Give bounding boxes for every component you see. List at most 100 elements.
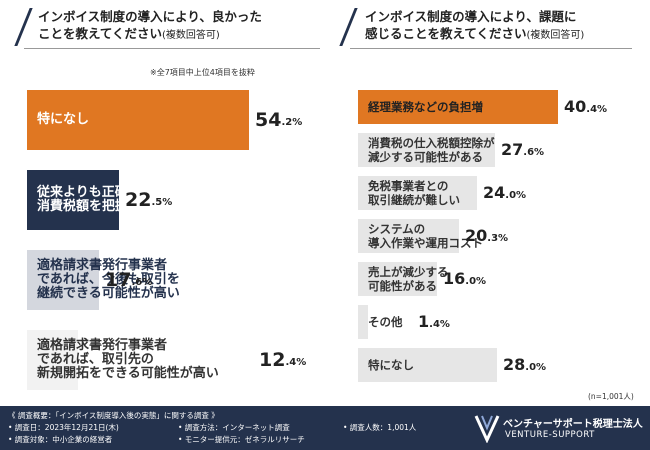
right-title-line-2: 感じることを教えてください(複数回答可) [365,25,584,44]
value-label: 17.6% [105,270,152,290]
value-integer: 24 [483,183,506,202]
bar-label-line: 適格請求書発行事業者 [37,338,168,353]
value-decimal: .6% [523,147,545,158]
value-label: 1.4% [418,312,450,332]
left-title-accent [14,8,33,46]
value-label: 20.3% [465,226,508,246]
value-integer: 1 [418,312,430,331]
right-title-line-2-main: 感じることを教えてください [365,26,527,41]
value-integer: 28 [503,355,526,374]
bar-label-line: 取引継続が難しい [368,193,460,207]
bar-label-line: その他 [368,315,403,329]
left-chart-note: ※全7項目中上位4項目を抜粋 [150,68,255,77]
left-title-line-1: インボイス制度の導入により、良かった [38,9,262,24]
bar-label-line: 新規開拓をできる可能性が高い [37,366,219,381]
value-decimal: .6% [131,277,153,288]
right-title-line-1: インボイス制度の導入により、課題に [365,9,577,24]
bar-label-line: 消費税額を把握できる [37,199,167,214]
bar-label-line: 適格請求書発行事業者 [37,258,168,273]
value-label: 40.4% [564,97,607,117]
left-title-line-2-main: ことを教えてください [38,26,163,41]
bar-right-5: 売上が減少する 可能性がある [358,262,449,296]
bar-label: 免税事業者との 取引継続が難しい [368,179,460,207]
left-title-line-2: ことを教えてください(複数回答可) [38,25,262,44]
value-integer: 20 [465,226,488,245]
sample-size-note: (n=1,001人) [588,392,634,401]
bar-right-1: 経理業務などの負担増 [358,90,558,124]
footer-date: • 調査日：2023年12月21日(木) [8,423,119,432]
bar-label-line: 消費税の仕入税額控除が [368,136,495,150]
value-decimal: .4% [586,104,608,115]
bar-label: 適格請求書発行事業者 であれば、取引先の 新規開拓をできる可能性が高い [37,339,219,381]
bar-label-line: 従来よりも正確に [37,185,141,200]
bar-right-4: システムの 導入作業や運用コスト [358,219,483,253]
bar-right-7: 特になし [358,348,497,382]
bar-label-line: 可能性がある [368,279,437,293]
value-label: 27.6% [501,140,544,160]
venture-support-logo-icon [474,415,500,443]
left-title-underline [24,48,320,49]
bar-label-line: であれば、今後も取引を [37,272,180,287]
value-decimal: .3% [487,233,509,244]
bar-label: システムの 導入作業や運用コスト [368,222,483,250]
bar-label: 消費税の仕入税額控除が 減少する可能性がある [368,136,495,164]
value-decimal: .0% [465,276,487,287]
value-label: 54.2% [255,110,302,130]
value-integer: 17 [105,269,132,291]
bar-label-line: 売上が減少する [368,265,449,279]
bar-right-6: その他 [358,305,403,339]
bar-label-line: 導入作業や運用コスト [368,236,483,250]
footer-overview: 《 調査概要：「インボイス制度導入後の実態」に関する調査 》 [8,411,219,420]
footer-provider: • モニター提供元：ゼネラルリサーチ [178,435,305,444]
value-label: 16.0% [443,269,486,289]
value-decimal: .4% [285,357,307,368]
value-decimal: .2% [281,117,303,128]
bar-label-line: 特になし [37,112,90,127]
footer-target: • 調査対象：中小企業の経営者 [8,435,113,444]
value-label: 22.5% [125,190,172,210]
bar-label: 適格請求書発行事業者 であれば、今後も取引を 継続できる可能性が高い [37,259,180,301]
bar-label-line: 特になし [368,358,414,372]
bar-label: 特になし [37,113,89,127]
left-title-suffix: (複数回答可) [162,30,220,41]
value-label: 28.0% [503,355,546,375]
bar-right-2: 消費税の仕入税額控除が 減少する可能性がある [358,133,495,167]
bar-label: 売上が減少する 可能性がある [368,265,449,293]
bar-label: その他 [368,315,403,329]
value-integer: 40 [564,97,587,116]
right-chart-title: インボイス制度の導入により、課題に 感じることを教えてください(複数回答可) [365,8,584,44]
value-integer: 12 [259,349,286,371]
bar-label: 特になし [368,358,414,372]
value-integer: 54 [255,109,282,131]
value-decimal: .0% [505,190,527,201]
bar-label-line: 経理業務などの負担増 [368,100,483,114]
value-integer: 22 [125,189,152,211]
footer-count: • 調査人数：1,001人 [343,423,417,432]
footer-method: • 調査方法：インターネット調査 [178,423,290,432]
bar-left-4: 適格請求書発行事業者 であれば、取引先の 新規開拓をできる可能性が高い [27,330,219,390]
value-decimal: .0% [525,362,547,373]
survey-footer: 《 調査概要：「インボイス制度導入後の実態」に関する調査 》 • 調査日：202… [0,406,650,450]
bar-label-line: 減少する可能性がある [368,150,483,164]
bar-right-3: 免税事業者との 取引継続が難しい [358,176,477,210]
right-title-accent [339,8,358,46]
bar-left-3: 適格請求書発行事業者 であれば、今後も取引を 継続できる可能性が高い [27,250,180,310]
value-integer: 16 [443,269,466,288]
bar-label: 従来よりも正確に 消費税額を把握できる [37,186,167,214]
value-decimal: .5% [151,197,173,208]
bar-label: 経理業務などの負担増 [368,100,483,114]
bar-label-line: 免税事業者との [368,179,449,193]
left-chart-title: インボイス制度の導入により、良かった ことを教えてください(複数回答可) [38,8,262,44]
value-label: 24.0% [483,183,526,203]
value-label: 12.4% [259,350,306,370]
right-title-underline [350,48,632,49]
logo-name-en: VENTURE-SUPPORT [505,430,595,440]
value-decimal: .4% [429,319,450,330]
bar-label-line: であれば、取引先の [37,352,154,367]
bar-label-line: 継続できる可能性が高い [37,286,180,301]
right-title-suffix: (複数回答可) [526,30,585,41]
logo-name-jp: ベンチャーサポート税理士法人 [503,419,643,430]
bar-left-2: 従来よりも正確に 消費税額を把握できる [27,170,167,230]
value-integer: 27 [501,140,524,159]
bar-left-1: 特になし [27,90,249,150]
